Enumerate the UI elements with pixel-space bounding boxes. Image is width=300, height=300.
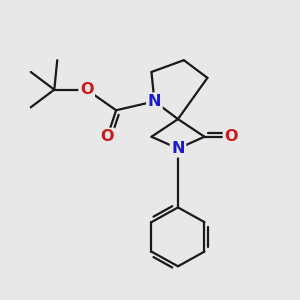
- Text: N: N: [171, 141, 185, 156]
- Text: O: O: [100, 129, 114, 144]
- Text: N: N: [148, 94, 161, 109]
- Text: O: O: [80, 82, 93, 97]
- Text: O: O: [224, 129, 238, 144]
